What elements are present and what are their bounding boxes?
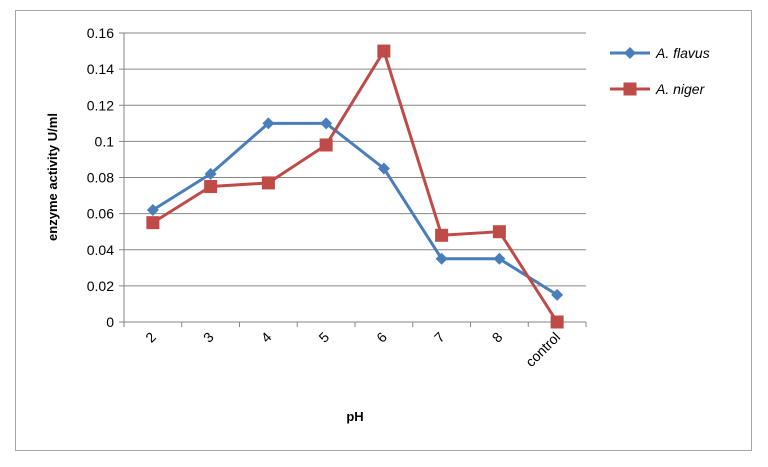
data-point-marker [435,228,449,242]
data-point-marker [435,252,448,265]
y-axis-title: enzyme activity U/ml [45,113,60,241]
data-point-marker [146,216,160,230]
y-tick-label: 0.1 [95,133,115,149]
data-point-marker [492,225,506,239]
data-point-marker [204,167,217,180]
y-tick-label: 0 [106,314,114,330]
legend-marker [624,47,636,59]
data-point-marker [261,176,275,190]
series-line [152,121,558,297]
x-tick-label: 2 [142,329,159,346]
y-tick-label: 0.08 [87,170,114,186]
x-tick-label: control [522,329,563,370]
y-tick-label: 0.14 [87,61,114,77]
data-point-marker [320,117,333,130]
x-tick-label: 7 [431,329,448,346]
y-tick-label: 0.16 [87,25,114,41]
gridlines [124,32,586,287]
series-line [152,49,559,323]
data-point-marker [204,180,218,194]
x-tick-label: 8 [489,329,506,346]
data-point-marker [146,204,159,217]
legend-marker [623,82,637,96]
data-point-marker [550,315,564,329]
series-a-niger [146,44,564,329]
x-tick-label: 3 [200,329,217,346]
legend-label: A. flavus [655,45,710,61]
y-tick-label: 0.12 [87,97,114,113]
x-tick-label: 6 [373,329,390,346]
data-point-marker [493,252,506,265]
legend: A. flavus A. niger [610,45,710,97]
data-point-marker [262,117,275,130]
y-tick-label: 0.02 [87,278,114,294]
y-tick-label: 0.06 [87,206,114,222]
axes [119,32,587,327]
data-point-marker [377,162,390,175]
data-point-marker [377,44,391,58]
series-a-flavus [146,117,564,301]
data-point-marker [551,288,564,301]
x-tick-label: 5 [315,329,332,346]
x-axis-title: pH [346,409,363,424]
y-tick-label: 0.04 [87,242,114,258]
x-tick-labels: 2 3 4 5 6 7 8 control [142,329,563,370]
x-tick-label: 4 [258,329,275,346]
legend-label: A. niger [655,81,706,97]
series-layer [146,44,564,329]
y-tick-labels: 0 0.02 0.04 0.06 0.08 0.1 0.12 0.14 0.16 [87,25,114,330]
data-point-marker [319,138,333,152]
